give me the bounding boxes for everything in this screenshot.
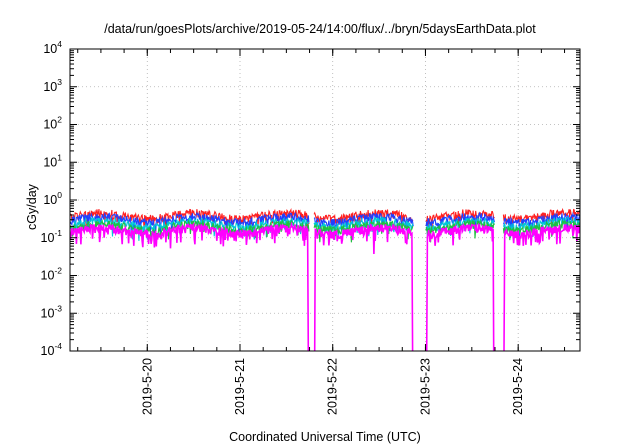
y-axis-label: cGy/day (25, 184, 39, 230)
y-tick-label: 104 (43, 39, 62, 56)
x-tick-label: 2019-5-23 (418, 358, 432, 415)
x-tick-label: 2019-5-21 (233, 358, 247, 415)
series-line (70, 207, 580, 233)
y-tick-label: 100 (43, 190, 62, 207)
y-tick-label: 10-2 (41, 266, 63, 283)
x-tick-label: 2019-5-20 (140, 358, 154, 415)
series-line (70, 218, 580, 243)
chart-title: /data/run/goesPlots/archive/2019-05-24/1… (104, 22, 536, 36)
y-tick-label: 10-1 (41, 228, 63, 245)
y-tick-label: 10-4 (41, 341, 63, 358)
y-tick-label: 102 (43, 115, 62, 132)
y-tick-label: 101 (43, 152, 62, 169)
x-axis-label: Coordinated Universal Time (UTC) (229, 430, 421, 444)
x-tick-label: 2019-5-22 (326, 358, 340, 415)
y-tick-label: 10-3 (41, 303, 63, 320)
axis-ticks: 10-4 10-3 10-2 10-1 100 101 102 103 104 2019-5-20… (41, 39, 580, 415)
series-lines (70, 207, 580, 351)
series-line (70, 221, 580, 351)
x-tick-label: 2019-5-24 (511, 358, 525, 415)
y-tick-label: 103 (43, 77, 62, 94)
